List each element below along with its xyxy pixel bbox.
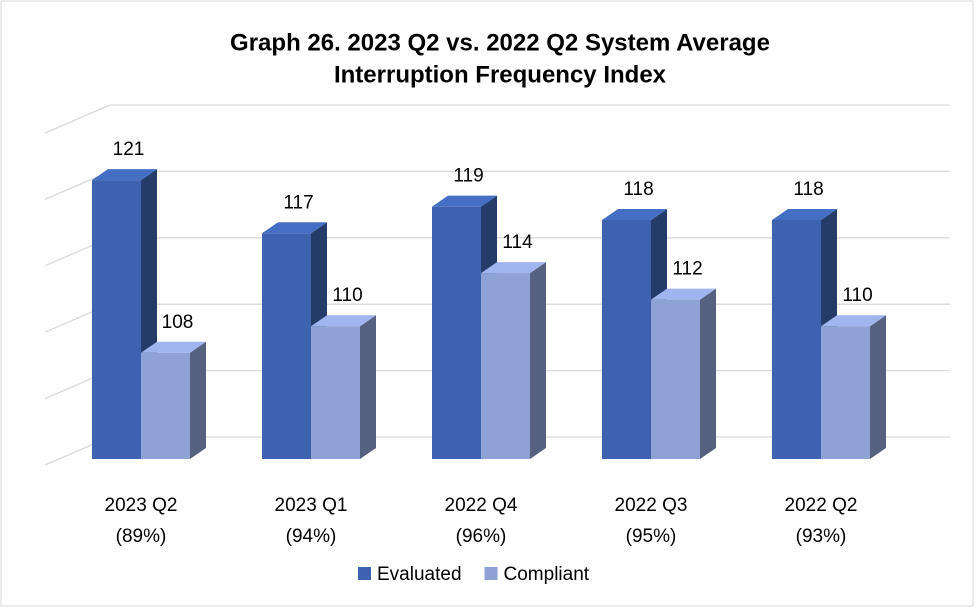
bar-top: [92, 169, 157, 181]
data-label: 119: [453, 166, 483, 187]
x-tick-label: 2022 Q2: [785, 495, 858, 516]
bar-top: [311, 315, 376, 327]
legend-label: Evaluated: [377, 564, 462, 585]
x-tick-label: (96%): [456, 526, 507, 547]
bar: [481, 273, 530, 459]
bar: [602, 219, 651, 459]
legend-swatch: [358, 567, 371, 580]
bar-top: [821, 315, 886, 327]
bar: [651, 299, 700, 459]
bar-top: [651, 288, 716, 300]
chart-title: Interruption Frequency Index: [334, 61, 667, 88]
x-tick-label: (94%): [286, 526, 337, 547]
bar-top: [481, 262, 546, 274]
bar-side: [190, 341, 206, 459]
data-label: 118: [623, 179, 653, 200]
data-label: 110: [332, 285, 362, 306]
legend-swatch: [484, 567, 498, 580]
bar-top: [432, 195, 497, 207]
x-tick-label: (89%): [116, 526, 167, 547]
data-label: 117: [283, 192, 313, 213]
data-label: 114: [502, 232, 533, 253]
bar: [141, 352, 190, 459]
data-label: 118: [793, 179, 823, 200]
grid-line: [44, 104, 111, 134]
x-tick-label: (93%): [796, 526, 847, 547]
data-label: 112: [672, 259, 702, 280]
data-label: 108: [162, 312, 194, 333]
bar-side: [530, 262, 546, 459]
bar: [92, 180, 141, 459]
x-tick-label: 2022 Q3: [615, 495, 688, 516]
bar: [772, 219, 821, 459]
bar-side: [870, 315, 886, 459]
bar-side: [360, 315, 376, 459]
legend-label: Compliant: [504, 564, 590, 585]
bar-top: [262, 222, 327, 234]
x-tick-label: 2023 Q2: [105, 495, 178, 516]
bar-top: [141, 341, 206, 353]
bar-top: [772, 208, 837, 220]
data-label: 121: [113, 139, 145, 160]
bar: [311, 326, 360, 459]
bar: [262, 233, 311, 459]
bar-top: [602, 208, 667, 220]
bar-side: [700, 288, 716, 459]
x-tick-label: (95%): [626, 526, 677, 547]
x-tick-label: 2023 Q1: [275, 495, 348, 516]
x-tick-label: 2022 Q4: [445, 495, 518, 516]
bar: [432, 206, 481, 459]
data-label: 110: [842, 285, 872, 306]
bar: [821, 326, 870, 459]
chart-title: Graph 26. 2023 Q2 vs. 2022 Q2 System Ave…: [230, 29, 770, 56]
